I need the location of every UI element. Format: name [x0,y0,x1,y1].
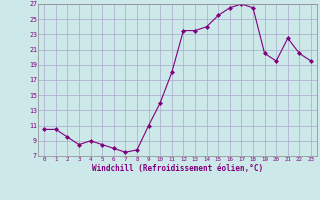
X-axis label: Windchill (Refroidissement éolien,°C): Windchill (Refroidissement éolien,°C) [92,164,263,173]
